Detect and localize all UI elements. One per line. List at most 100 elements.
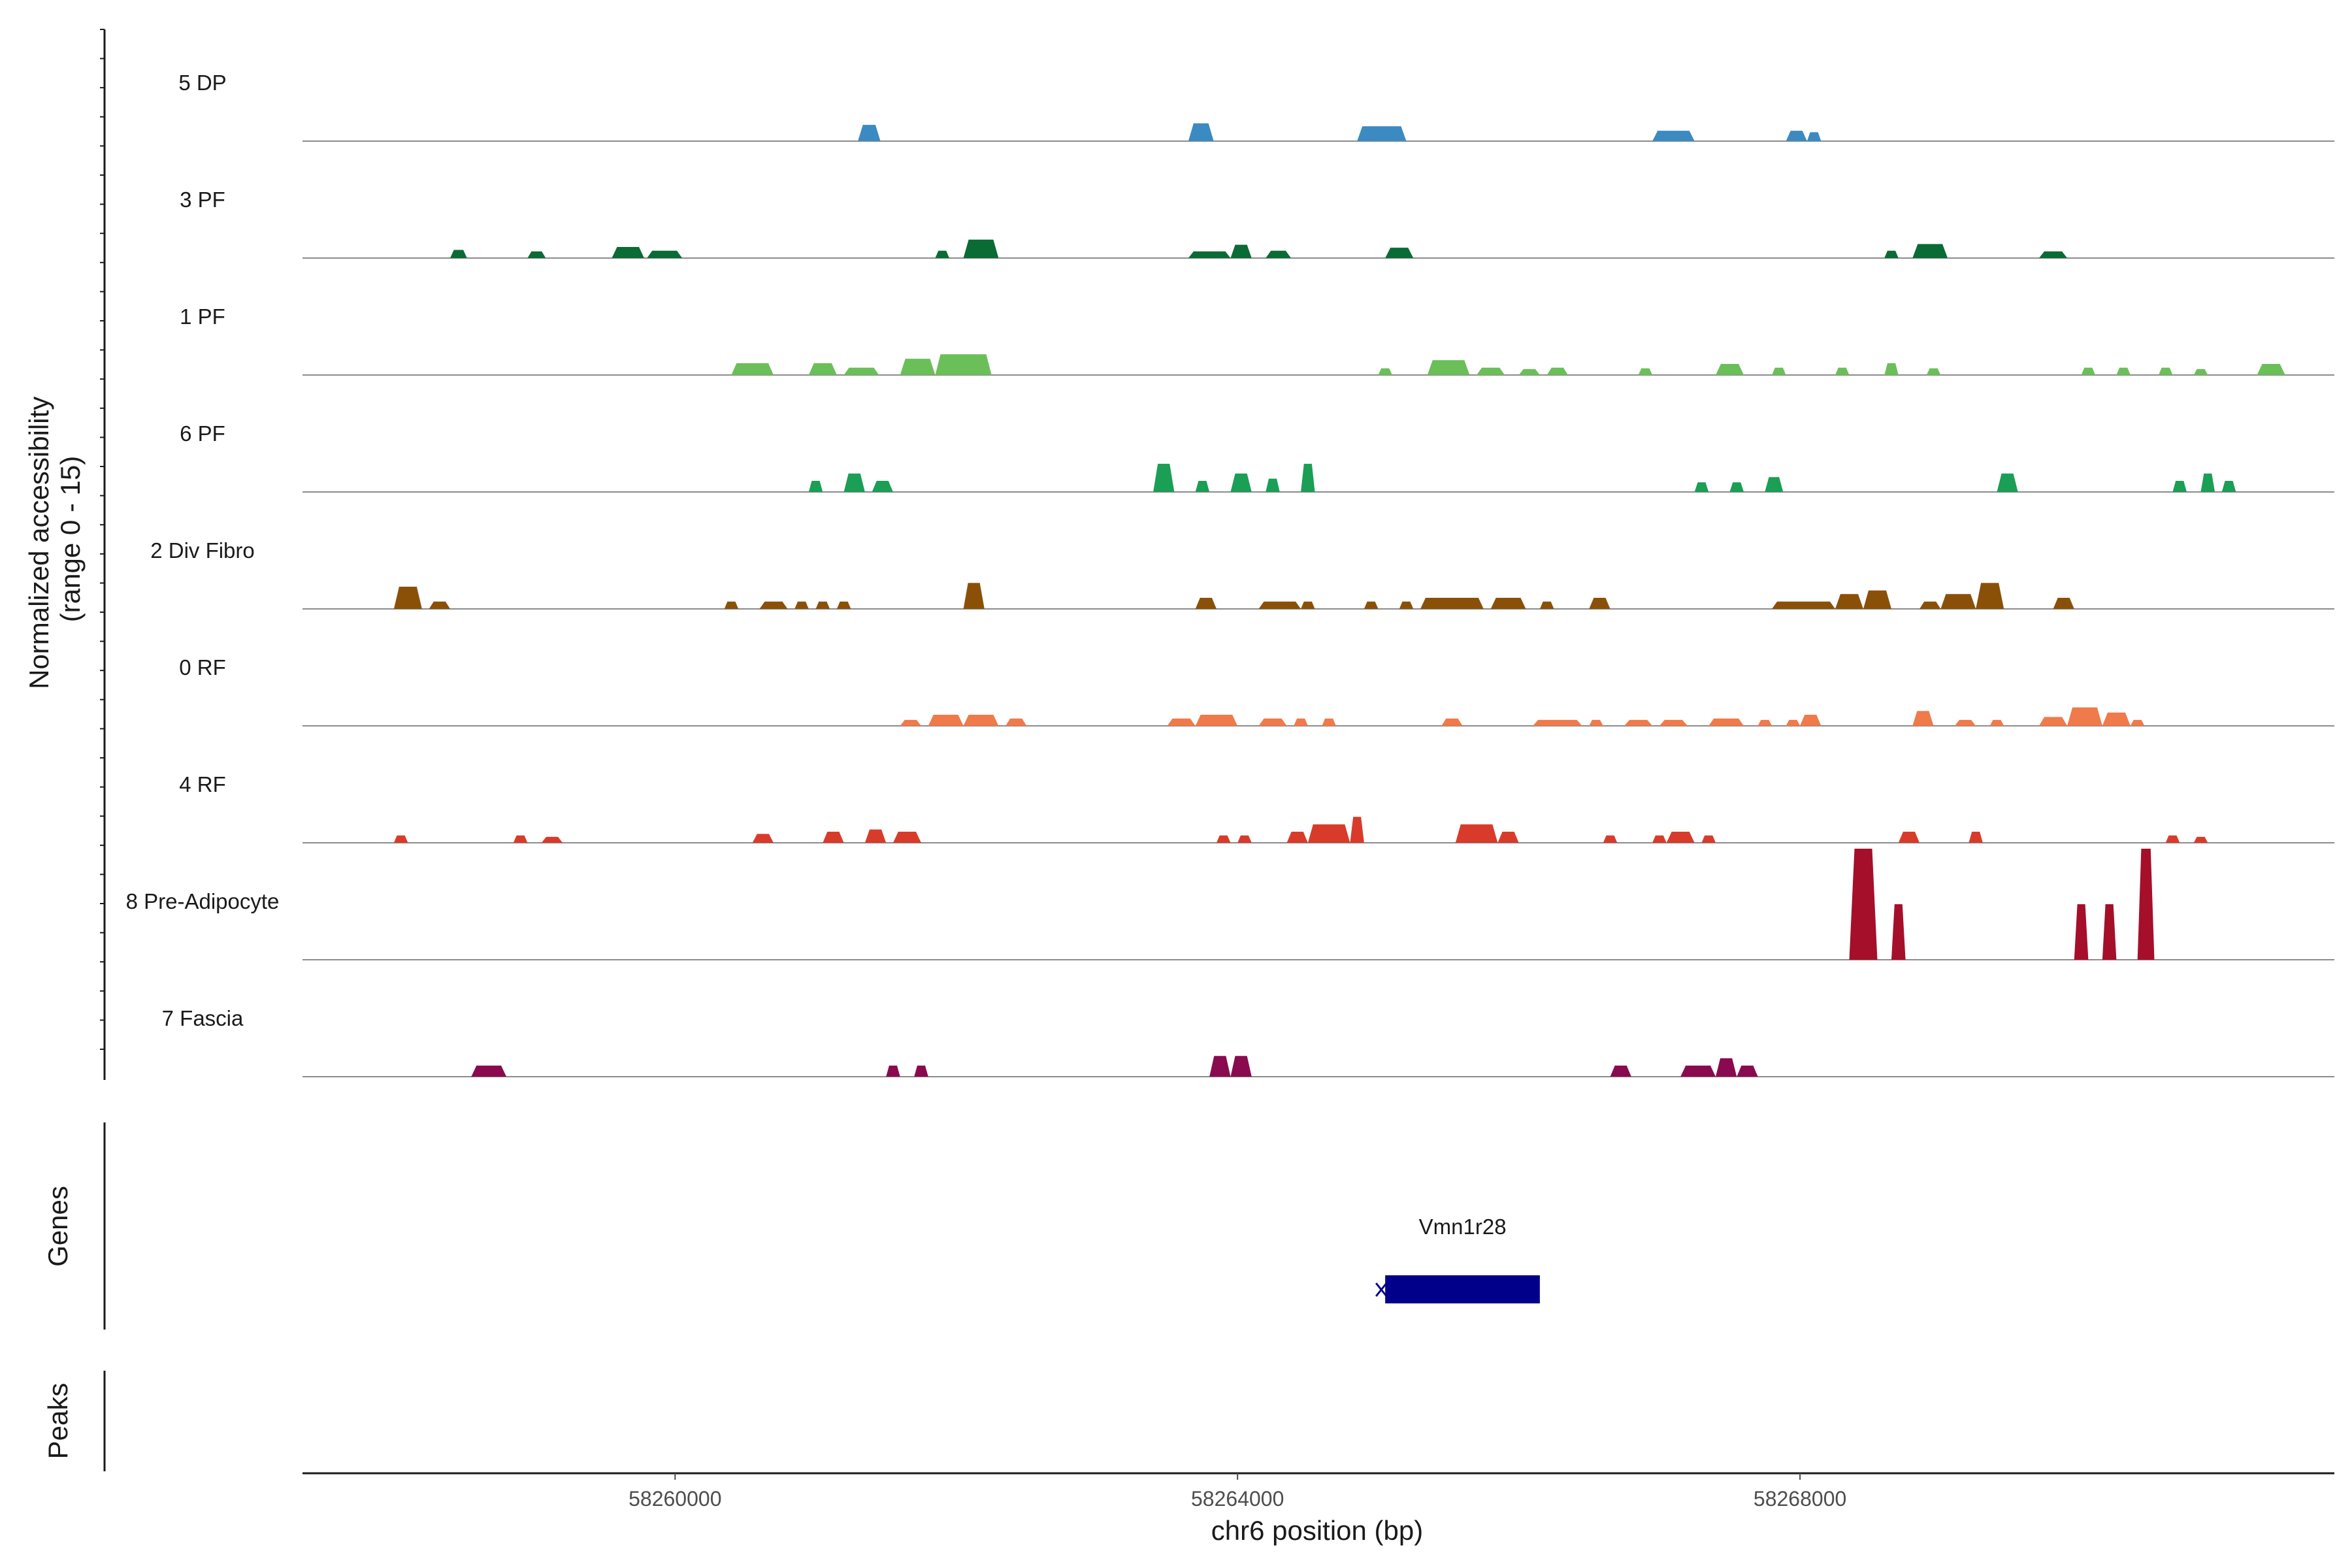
coverage-peak <box>471 1066 507 1077</box>
coverage-peak <box>1765 477 1784 492</box>
track-0-rf: 0 RF <box>179 655 2334 727</box>
peaks-track-title: Peaks <box>42 1383 73 1460</box>
coverage-peak <box>900 359 936 375</box>
coverage-peak <box>2165 835 2180 843</box>
coverage-peak <box>1266 478 1280 492</box>
coverage-peak <box>1884 250 1899 258</box>
x-axis-title: chr6 position (bp) <box>1211 1515 1424 1546</box>
coverage-peak <box>1652 835 1667 843</box>
coverage-peak <box>1652 131 1695 141</box>
coverage-peak <box>1490 598 1526 609</box>
coverage-peak <box>1786 131 1807 141</box>
y-axis-title-line-2: (range 0 - 15) <box>55 456 86 622</box>
coverage-peak <box>963 583 985 609</box>
coverage-peak <box>1286 832 1308 843</box>
coverage-peak <box>1195 481 1210 492</box>
track-6-pf: 6 PF <box>180 421 2334 493</box>
coverage-peak <box>1610 1066 1631 1077</box>
coverage-peak <box>836 601 851 609</box>
coverage-peak <box>1497 832 1519 843</box>
coverage-peak <box>872 481 893 492</box>
coverage-peak <box>1849 849 1878 960</box>
coverage-peak <box>1188 123 1214 141</box>
coverage-peak <box>1005 718 1027 726</box>
coverage-peak <box>1237 835 1252 843</box>
coverage-peak <box>808 363 837 375</box>
coverage-peak <box>1322 718 1336 726</box>
coverage-peak <box>2102 712 2131 726</box>
coverage-peak <box>2172 481 2187 492</box>
coverage-peak <box>1307 824 1350 843</box>
coverage-peak <box>864 829 887 843</box>
coverage-peak <box>1230 244 1252 258</box>
coverage-peak <box>1701 835 1716 843</box>
coverage-peak <box>2074 904 2089 960</box>
coverage-peak <box>1737 1066 1758 1077</box>
coverage-peak <box>1230 473 1252 492</box>
coverage-peak <box>1533 719 1582 726</box>
coverage-peak <box>2221 481 2236 492</box>
coverage-peak <box>1729 482 1744 492</box>
coverage-peak <box>1399 601 1414 609</box>
track-label: 6 PF <box>180 421 225 446</box>
coverage-peak <box>2053 598 2074 609</box>
gene-body <box>1385 1275 1540 1303</box>
x-tick-label: 58260000 <box>629 1487 721 1511</box>
coverage-peak <box>1153 463 1175 492</box>
coverage-peak <box>429 601 450 609</box>
coverage-peak <box>794 601 809 609</box>
coverage-peak <box>752 834 774 843</box>
coverage-peak <box>1835 594 1863 609</box>
coverage-peak <box>393 835 408 843</box>
coverage-peak <box>1884 363 1899 375</box>
coverage-peak <box>1294 718 1308 726</box>
coverage-peak <box>731 363 774 375</box>
coverage-peak <box>1989 719 2004 726</box>
coverage-peak <box>759 601 788 609</box>
coverage-peak <box>1659 719 1688 726</box>
track-label: 0 RF <box>179 655 226 679</box>
coverage-peak <box>2257 364 2285 375</box>
coverage-peak <box>1926 368 1941 375</box>
coverage-peak <box>1188 251 1231 258</box>
coverage-peak <box>724 601 739 609</box>
coverage-peak <box>393 587 422 609</box>
coverage-peak <box>1898 832 1920 843</box>
coverage-peak <box>900 719 921 726</box>
coverage-peak <box>527 251 546 258</box>
coverage-peak <box>914 1066 928 1077</box>
coverage-peak <box>1420 598 1484 609</box>
gene-track: Vmn1r28 <box>1375 1215 1540 1303</box>
coverage-peak <box>1912 711 1934 726</box>
coverage-y-ticks <box>100 29 105 1050</box>
coverage-peak <box>1919 601 1941 609</box>
coverage-peak <box>1455 824 1498 843</box>
coverage-peak <box>823 832 844 843</box>
coverage-peak <box>1716 1058 1737 1077</box>
coverage-peak <box>1694 482 1709 492</box>
coverage-peak <box>886 1066 900 1077</box>
coverage-peak <box>2200 473 2215 492</box>
gene-label: Vmn1r28 <box>1419 1215 1507 1239</box>
coverage-peak <box>513 835 528 843</box>
coverage-peak <box>928 715 964 726</box>
coverage-peak <box>1427 360 1470 375</box>
track-label: 4 RF <box>179 772 226 796</box>
coverage-peak <box>1757 719 1772 726</box>
track-label: 7 Fascia <box>162 1006 244 1030</box>
coverage-peak <box>808 481 823 492</box>
coverage-peak <box>1230 1056 1252 1077</box>
coverage-peak <box>843 367 879 375</box>
coverage-peak <box>963 715 999 726</box>
coverage-peak <box>1786 719 1801 726</box>
x-tick-label: 58268000 <box>1754 1487 1846 1511</box>
coverage-peak <box>612 247 644 258</box>
coverage-peak <box>1209 1056 1231 1077</box>
coverage-peak <box>963 239 999 258</box>
coverage-peak <box>935 250 949 258</box>
coverage-peak <box>1835 367 1850 375</box>
track-3-pf: 3 PF <box>180 188 2334 259</box>
coverage-peak <box>1258 718 1287 726</box>
track-1-pf: 1 PF <box>180 304 2334 376</box>
coverage-peak <box>843 473 865 492</box>
